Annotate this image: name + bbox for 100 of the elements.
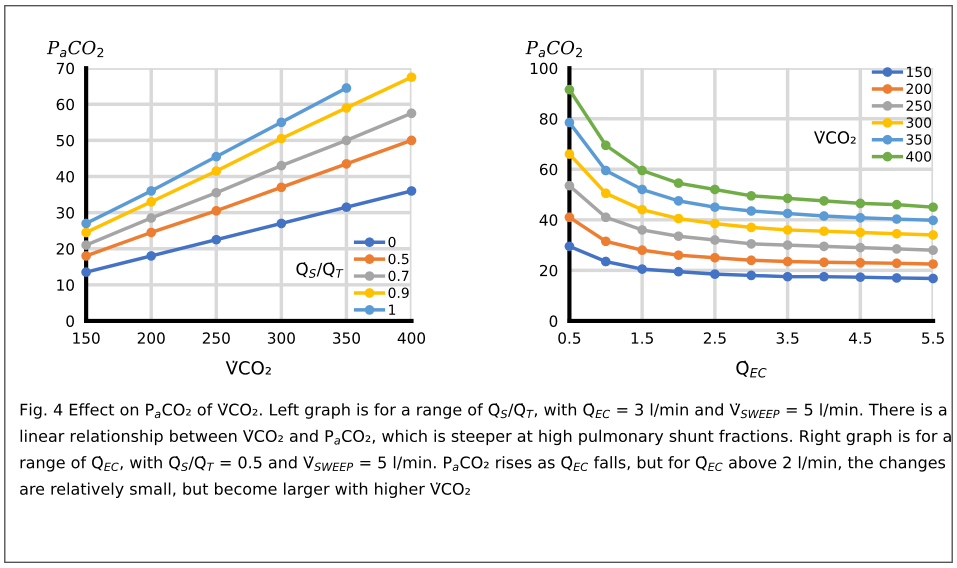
x-axis-title: V̇CO₂	[226, 360, 271, 375]
point	[855, 198, 866, 208]
point	[710, 218, 720, 228]
point	[855, 272, 866, 282]
point	[674, 231, 684, 242]
point	[211, 166, 222, 176]
point	[782, 272, 792, 282]
point	[855, 242, 866, 252]
point	[600, 188, 611, 198]
point	[710, 184, 720, 194]
point	[892, 244, 902, 254]
point	[211, 188, 222, 198]
point	[406, 72, 416, 82]
point	[406, 108, 416, 118]
point	[564, 84, 574, 95]
y-tick-label: 0	[550, 315, 558, 327]
point	[600, 140, 611, 150]
legend-title: Q̇$_{S}$/Q̇$_{T}$	[296, 262, 344, 278]
point	[564, 149, 574, 159]
point	[276, 117, 286, 128]
y-tick-label: 40	[540, 214, 558, 226]
legend-label: 0.7	[388, 270, 408, 282]
y-tick-label: 20	[540, 264, 558, 276]
point	[146, 228, 156, 238]
point	[81, 240, 91, 250]
legend-label: 250	[906, 100, 932, 111]
x-tick-label: 200	[138, 332, 165, 344]
point	[855, 258, 866, 268]
point	[746, 206, 756, 216]
y-tick-label: 40	[56, 170, 74, 183]
point	[342, 83, 352, 93]
point	[819, 272, 829, 282]
point	[637, 264, 648, 274]
point	[600, 256, 611, 266]
point	[782, 240, 792, 250]
y-axis-title: P$_{a}$CO$_{2}$	[526, 40, 582, 58]
point	[928, 230, 938, 240]
point	[342, 103, 352, 113]
point	[146, 186, 156, 196]
y-tick-label: 50	[56, 134, 74, 146]
point	[146, 196, 156, 207]
point	[746, 222, 756, 232]
point	[674, 196, 684, 206]
point	[211, 234, 222, 245]
point	[81, 251, 91, 261]
point	[782, 208, 792, 218]
point	[81, 228, 91, 238]
point	[637, 184, 648, 194]
point	[928, 215, 938, 226]
point	[406, 186, 416, 196]
x-tick-label: 350	[333, 332, 360, 344]
point	[564, 118, 574, 128]
point	[564, 212, 574, 222]
point	[674, 178, 684, 188]
point	[342, 136, 352, 146]
point	[276, 218, 286, 228]
point	[81, 267, 91, 278]
point	[819, 196, 829, 206]
point	[892, 228, 902, 239]
point	[855, 212, 866, 223]
legend-label: 1	[389, 304, 396, 315]
point	[211, 206, 222, 216]
point	[928, 202, 938, 212]
x-tick-label: 2.5	[704, 332, 726, 344]
point	[674, 266, 684, 276]
point	[855, 228, 866, 238]
point	[342, 202, 352, 212]
point	[600, 166, 611, 176]
legend-label: 0	[388, 236, 396, 248]
legend-title: V̇CO₂	[814, 130, 856, 144]
y-tick-label: 0	[66, 315, 74, 327]
point	[406, 136, 416, 146]
point	[674, 214, 684, 224]
point	[211, 152, 222, 162]
y-tick-label: 70	[56, 62, 74, 74]
y-tick-label: 80	[540, 113, 558, 125]
point	[276, 182, 286, 192]
legend-label: 0.5	[388, 254, 408, 264]
point	[276, 134, 286, 144]
point	[637, 245, 648, 256]
point	[600, 236, 611, 246]
point	[892, 214, 902, 224]
point	[637, 225, 648, 235]
point	[819, 257, 829, 268]
point	[342, 158, 352, 169]
x-tick-label: 150	[73, 332, 100, 344]
y-tick-label: 20	[56, 243, 74, 255]
legend-label: 200	[906, 84, 932, 94]
y-tick-label: 10	[57, 279, 74, 291]
point	[892, 258, 902, 268]
point	[746, 270, 756, 280]
x-tick-label: 4.5	[848, 332, 872, 344]
point	[928, 259, 938, 269]
x-tick-label: 250	[202, 332, 230, 344]
point	[710, 269, 720, 280]
y-tick-label: 100	[530, 62, 558, 74]
x-tick-label: 0.5	[558, 332, 580, 344]
point	[892, 200, 902, 210]
point	[782, 193, 792, 204]
x-tick-label: 400	[398, 332, 426, 344]
